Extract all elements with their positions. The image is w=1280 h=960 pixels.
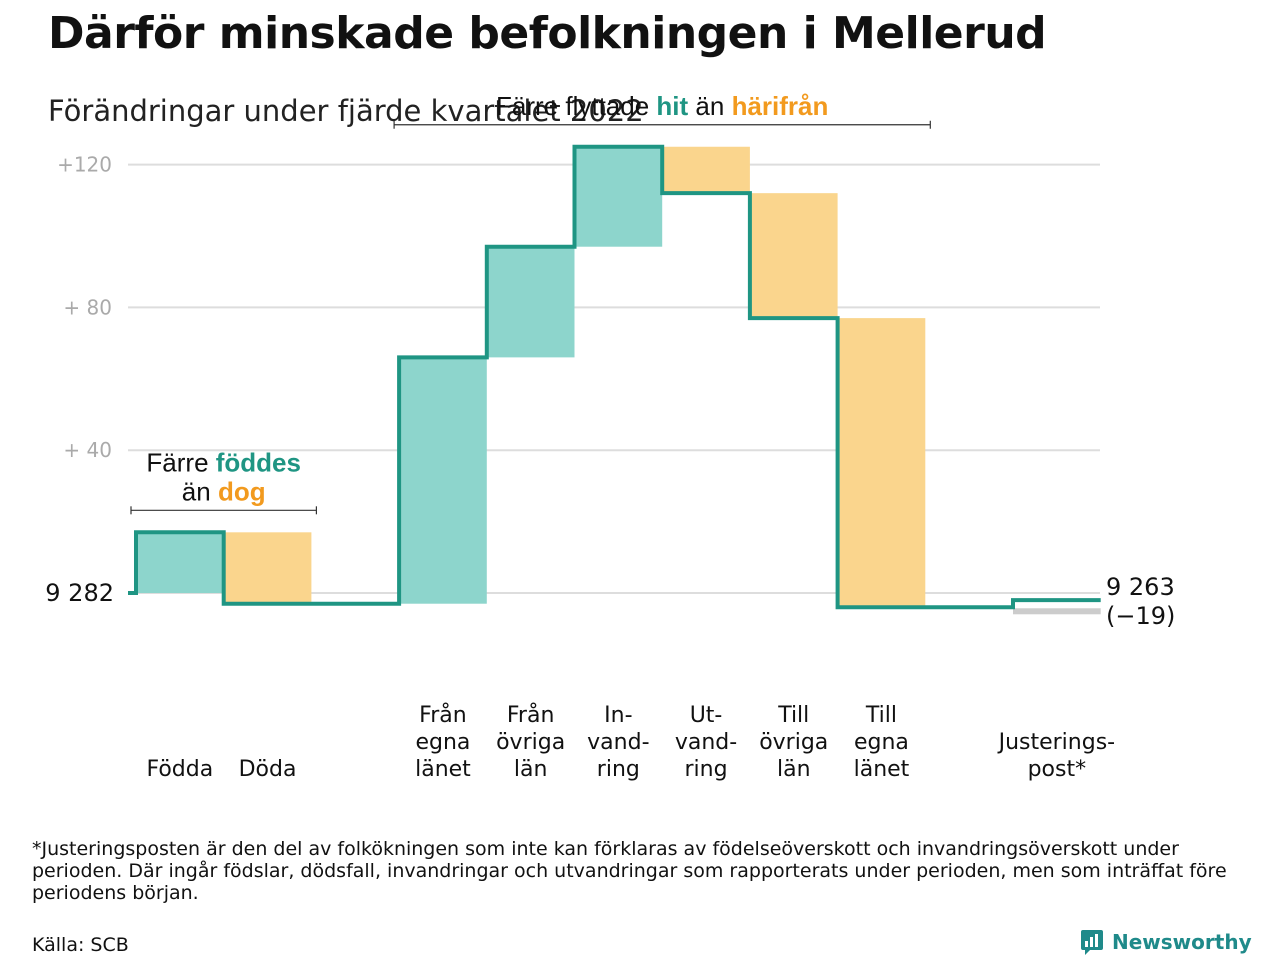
- bar-out: [223, 532, 312, 604]
- y-tick-label: + 40: [63, 438, 112, 462]
- chart-subtitle: Förändringar under fjärde kvartalet 2022: [48, 94, 644, 128]
- category-label: övriga: [496, 730, 565, 755]
- y-tick-label: +120: [57, 153, 112, 177]
- category-label: vand-: [587, 730, 649, 755]
- category-label: In-: [604, 703, 632, 728]
- bar-in: [136, 532, 224, 593]
- bar-adjust: [1013, 608, 1101, 615]
- category-label: län: [777, 757, 811, 782]
- category-label: Från: [507, 702, 555, 728]
- newsworthy-logo-icon: [1081, 930, 1103, 955]
- category-label: post*: [1028, 757, 1087, 782]
- footnote: *Justeringsposten är den del av folkökni…: [32, 838, 1227, 904]
- category-label: ring: [597, 757, 640, 782]
- annotation-in-text: föddes: [216, 447, 301, 477]
- annotation-text: Färre föddes: [146, 447, 301, 477]
- category-label: ring: [685, 757, 728, 782]
- annotation-out-text: härifrån: [732, 91, 829, 121]
- start-value-label: 9 282: [45, 579, 114, 607]
- annotation-in-text: hit: [656, 91, 688, 121]
- category-label: Från: [419, 702, 467, 728]
- y-tick-label: + 80: [63, 295, 112, 319]
- bar-out: [662, 146, 750, 194]
- category-label: länet: [854, 757, 910, 782]
- category-label: vand-: [675, 730, 737, 755]
- bar-in: [399, 357, 487, 604]
- bar-out: [749, 193, 838, 319]
- annotation-plain-text: än: [688, 91, 731, 121]
- end-value-label: 9 263: [1106, 573, 1175, 601]
- annotation-plain-text: än: [182, 476, 218, 506]
- brand: Newsworthy: [1080, 928, 1252, 956]
- annotation-plain-text: Färre flyttade: [496, 91, 656, 121]
- category-label: Döda: [239, 757, 297, 782]
- bar-out: [837, 318, 926, 608]
- source-note: Källa: SCB: [32, 934, 129, 956]
- category-label: länet: [415, 757, 471, 782]
- cumulative-step-line: [128, 144, 1101, 610]
- category-label: län: [514, 757, 548, 782]
- end-change-label: (−19): [1106, 602, 1175, 630]
- category-label: egna: [854, 730, 909, 755]
- category-label: Justerings-: [997, 730, 1116, 755]
- bar-in: [486, 246, 575, 358]
- annotation-out-text: dog: [218, 476, 266, 506]
- brand-name: Newsworthy: [1112, 930, 1252, 954]
- category-label: Till: [865, 703, 897, 728]
- annotation-plain-text: Färre: [146, 447, 215, 477]
- category-label: Födda: [146, 757, 213, 782]
- bar-in: [574, 146, 663, 247]
- category-label: övriga: [759, 730, 828, 755]
- category-label: Ut-: [690, 703, 723, 728]
- annotation-text: än dog: [182, 476, 266, 506]
- category-label: Till: [777, 703, 809, 728]
- chart-title: Därför minskade befolkningen i Mellerud: [48, 8, 1047, 59]
- category-label: egna: [415, 730, 470, 755]
- annotation-text: Färre flyttade hit än härifrån: [496, 91, 828, 121]
